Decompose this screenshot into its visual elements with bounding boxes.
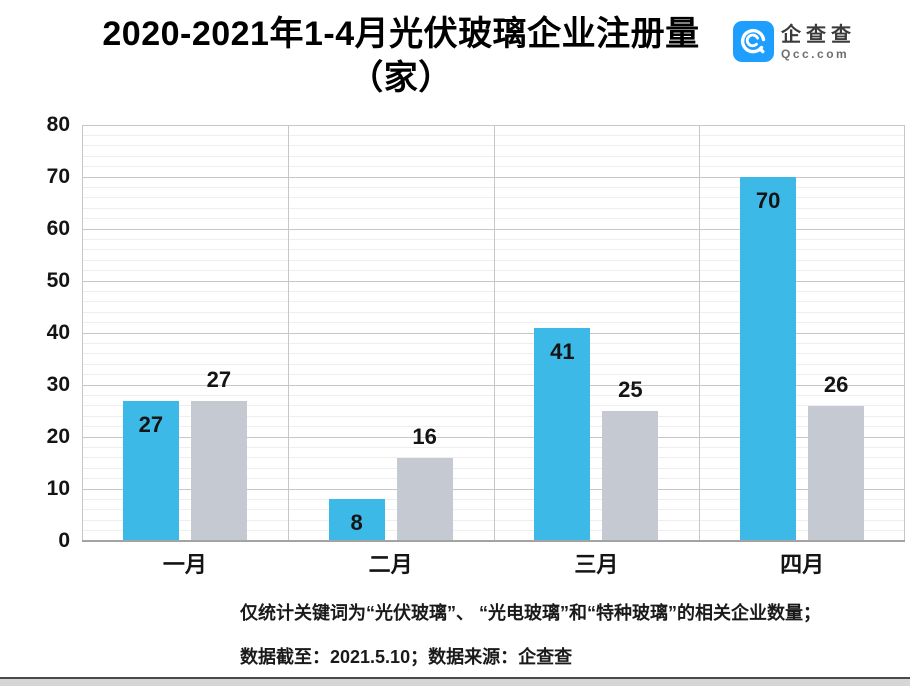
chart-title-line2: （家） <box>349 59 453 97</box>
x-category-label: 三月 <box>574 552 619 577</box>
y-tick-label: 10 <box>46 477 70 500</box>
bar-value-label: 41 <box>550 338 575 364</box>
x-category-label: 四月 <box>780 552 825 577</box>
chart-header: 2020-2021年1-4月光伏玻璃企业注册量 （家） <box>0 12 910 100</box>
bar-value-label: 27 <box>206 366 232 392</box>
bar-value-label: 27 <box>138 411 164 437</box>
x-axis: 一月 二月 三月 四月 <box>82 551 905 581</box>
footnote-line2: 数据截至：2021.5.10；数据来源：企查查 <box>240 647 573 667</box>
y-tick-label: 40 <box>46 321 70 344</box>
bar-value-label: 8 <box>350 510 363 536</box>
category-separator <box>699 125 701 541</box>
y-tick-label: 60 <box>46 217 70 240</box>
bar-value-label: 26 <box>823 371 849 397</box>
bar-gray-四月 <box>808 405 865 541</box>
plot-left-border <box>82 125 83 541</box>
bar-blue-四月 <box>740 177 797 541</box>
axis-zero-line <box>82 540 905 542</box>
y-tick-label: 50 <box>46 269 70 292</box>
footnote: 仅统计关键词为“光伏玻璃”、 “光电玻璃”和“特种玻璃”的相关企业数量； 数据截… <box>240 601 821 686</box>
plot-right-border <box>904 125 905 541</box>
x-category-label: 二月 <box>368 552 413 577</box>
bottom-divider <box>0 677 910 686</box>
qcc-logo: 企查查 Qcc.com <box>733 21 856 62</box>
y-tick-label: 0 <box>58 529 70 552</box>
bar-value-label: 16 <box>412 423 437 449</box>
qcc-logo-name: 企查查 <box>781 23 856 46</box>
bar-chart: 0 10 20 30 40 50 60 70 80 27 27 8 16 41 25 70 26 一月 二月 三月… <box>0 113 905 581</box>
footnote-line1: 仅统计关键词为“光伏玻璃”、 “光电玻璃”和“特种玻璃”的相关企业数量； <box>240 603 821 623</box>
y-tick-label: 30 <box>46 373 70 396</box>
chart-title-line1: 2020-2021年1-4月光伏玻璃企业注册量 <box>102 15 700 53</box>
qcc-logo-icon <box>733 21 774 62</box>
y-tick-label: 80 <box>46 113 70 136</box>
category-separator <box>287 125 289 541</box>
bar-blue-三月 <box>534 327 591 541</box>
qcc-logo-text: 企查查 Qcc.com <box>781 23 856 61</box>
category-separator <box>493 125 495 541</box>
x-category-label: 一月 <box>162 552 207 577</box>
y-tick-label: 20 <box>46 425 70 448</box>
bar-gray-三月 <box>602 411 659 541</box>
bar-blue-一月 <box>122 400 179 541</box>
y-tick-label: 70 <box>46 165 70 188</box>
plot-area: 27 27 8 16 41 25 70 26 <box>82 124 905 542</box>
bar-blue-二月 <box>328 499 385 541</box>
bar-value-label: 70 <box>755 188 781 213</box>
bar-gray-一月 <box>190 400 247 541</box>
bar-gray-二月 <box>396 457 453 541</box>
bar-value-label: 25 <box>618 377 643 402</box>
qcc-logo-domain: Qcc.com <box>781 46 850 61</box>
y-axis: 0 10 20 30 40 50 60 70 80 <box>0 113 70 552</box>
